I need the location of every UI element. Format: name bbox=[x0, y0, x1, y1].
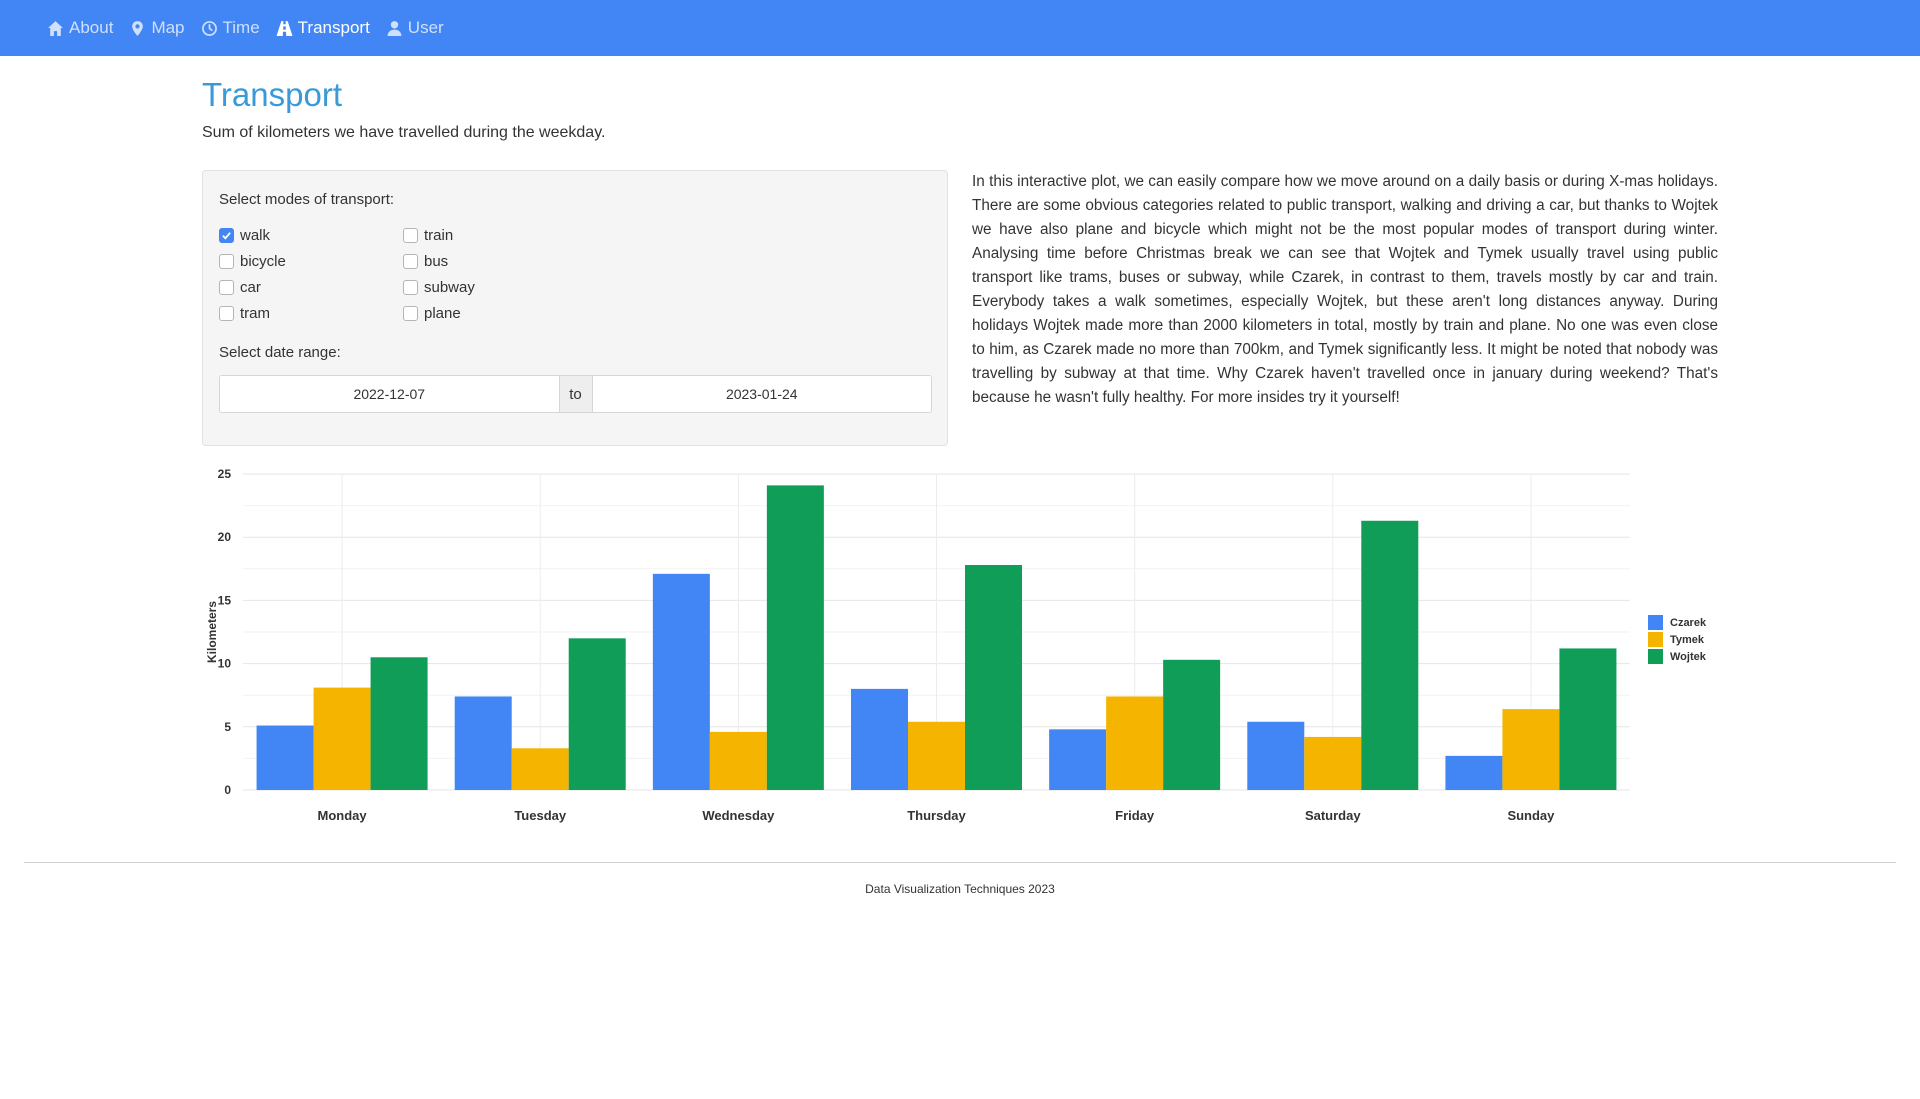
checkbox-bicycle-label: bicycle bbox=[240, 253, 286, 270]
checkbox-subway-box[interactable] bbox=[403, 280, 418, 295]
legend-swatch-tymek[interactable] bbox=[1648, 632, 1663, 647]
plot-description: In this interactive plot, we can easily … bbox=[972, 173, 1718, 406]
nav-transport[interactable]: Transport bbox=[276, 18, 370, 38]
bar-wojtek-sunday[interactable] bbox=[1559, 648, 1617, 790]
x-tick-label: Saturday bbox=[1305, 808, 1361, 823]
bar-czarek-saturday[interactable] bbox=[1247, 721, 1305, 790]
nav-about[interactable]: About bbox=[47, 18, 113, 38]
nav-map[interactable]: Map bbox=[129, 18, 185, 38]
x-tick-label: Thursday bbox=[907, 808, 966, 823]
bar-wojtek-thursday[interactable] bbox=[965, 565, 1022, 790]
legend-swatch-wojtek[interactable] bbox=[1648, 649, 1663, 664]
bar-wojtek-monday[interactable] bbox=[370, 657, 428, 790]
checkbox-bus-box[interactable] bbox=[403, 254, 418, 269]
y-tick-label: 15 bbox=[218, 593, 232, 607]
checkbox-subway-label: subway bbox=[424, 279, 475, 296]
bar-czarek-monday[interactable] bbox=[256, 725, 314, 790]
road-icon bbox=[276, 20, 293, 36]
checkbox-bus[interactable]: bus bbox=[403, 253, 448, 270]
nav-user[interactable]: User bbox=[386, 18, 444, 38]
checkmark-icon bbox=[222, 232, 231, 240]
date-from-input[interactable] bbox=[220, 376, 559, 412]
kilometers-bar-chart[interactable]: 0 5 10 15 20 25 Kilometers Monday Tuesday Wednesd… bbox=[190, 455, 1730, 835]
nav-time-label: Time bbox=[222, 18, 260, 37]
legend-label-tymek[interactable]: Tymek bbox=[1670, 634, 1705, 646]
bar-czarek-friday[interactable] bbox=[1049, 729, 1107, 790]
map-marker-icon bbox=[132, 20, 144, 36]
checkbox-walk-label: walk bbox=[240, 227, 271, 244]
nav-user-label: User bbox=[407, 18, 444, 37]
bar-tymek-wednesday[interactable] bbox=[709, 731, 767, 790]
checkbox-walk-box[interactable] bbox=[219, 228, 234, 243]
bar-czarek-sunday[interactable] bbox=[1445, 755, 1503, 790]
checkbox-plane-box[interactable] bbox=[403, 306, 418, 321]
page-title: Transport bbox=[202, 76, 342, 113]
checkbox-train-label: train bbox=[424, 227, 454, 244]
date-range-separator: to bbox=[558, 376, 593, 412]
footer-divider bbox=[24, 862, 1896, 863]
controls-panel: Select modes of transport: walk bicycle … bbox=[202, 170, 948, 446]
date-range-input: to bbox=[219, 375, 932, 413]
legend-label-wojtek[interactable]: Wojtek bbox=[1670, 651, 1707, 663]
bar-czarek-tuesday[interactable] bbox=[454, 696, 512, 790]
nav-time[interactable]: Time bbox=[201, 18, 260, 38]
checkbox-bicycle-box[interactable] bbox=[219, 254, 234, 269]
clock-icon bbox=[201, 20, 217, 36]
checkbox-tram-box[interactable] bbox=[219, 306, 234, 321]
bar-wojtek-wednesday[interactable] bbox=[766, 485, 824, 790]
checkbox-car-label: car bbox=[240, 279, 261, 296]
checkbox-tram-label: tram bbox=[240, 305, 270, 322]
checkbox-plane-label: plane bbox=[424, 305, 461, 322]
top-navbar: About Map Time Transport User bbox=[0, 0, 1920, 56]
bar-tymek-thursday[interactable] bbox=[908, 721, 965, 790]
home-icon bbox=[48, 20, 63, 36]
bar-wojtek-tuesday[interactable] bbox=[568, 638, 626, 790]
checkbox-train[interactable]: train bbox=[403, 227, 453, 244]
bar-tymek-friday[interactable] bbox=[1106, 696, 1164, 790]
checkbox-walk[interactable]: walk bbox=[219, 227, 270, 244]
bar-tymek-sunday[interactable] bbox=[1502, 709, 1560, 790]
x-tick-label: Tuesday bbox=[514, 808, 567, 823]
bar-czarek-thursday[interactable] bbox=[851, 688, 908, 790]
nav-map-label: Map bbox=[151, 18, 185, 37]
nav-transport-label: Transport bbox=[297, 18, 370, 37]
x-tick-label: Friday bbox=[1115, 808, 1155, 823]
footer-text: Data Visualization Techniques 2023 bbox=[865, 882, 1055, 896]
legend-swatch-czarek[interactable] bbox=[1648, 615, 1663, 630]
checkbox-bicycle[interactable]: bicycle bbox=[219, 253, 286, 270]
modes-label: Select modes of transport: bbox=[219, 191, 395, 208]
checkbox-plane[interactable]: plane bbox=[403, 305, 461, 322]
y-tick-label: 20 bbox=[218, 530, 232, 544]
user-icon bbox=[387, 20, 402, 36]
bar-wojtek-friday[interactable] bbox=[1163, 659, 1221, 790]
date-to-input[interactable] bbox=[592, 376, 931, 412]
legend-label-czarek[interactable]: Czarek bbox=[1670, 617, 1707, 629]
y-tick-label: 5 bbox=[224, 720, 231, 734]
bar-tymek-saturday[interactable] bbox=[1304, 736, 1362, 790]
checkbox-subway[interactable]: subway bbox=[403, 279, 475, 296]
page-subtitle: Sum of kilometers we have travelled duri… bbox=[202, 124, 606, 141]
x-tick-label: Sunday bbox=[1507, 808, 1555, 823]
y-axis-title: Kilometers bbox=[205, 601, 219, 663]
x-tick-label: Wednesday bbox=[702, 808, 775, 823]
checkbox-tram[interactable]: tram bbox=[219, 305, 270, 322]
bar-tymek-tuesday[interactable] bbox=[511, 748, 569, 790]
y-tick-label: 10 bbox=[218, 657, 232, 671]
checkbox-bus-label: bus bbox=[424, 253, 449, 270]
bar-czarek-wednesday[interactable] bbox=[652, 573, 710, 790]
date-range-label: Select date range: bbox=[219, 344, 341, 361]
nav-about-label: About bbox=[69, 18, 114, 37]
x-tick-label: Monday bbox=[318, 808, 368, 823]
checkbox-car-box[interactable] bbox=[219, 280, 234, 295]
bar-tymek-monday[interactable] bbox=[313, 687, 371, 790]
bar-wojtek-saturday[interactable] bbox=[1361, 520, 1419, 790]
y-tick-label: 25 bbox=[218, 467, 232, 481]
checkbox-car[interactable]: car bbox=[219, 279, 261, 296]
checkbox-train-box[interactable] bbox=[403, 228, 418, 243]
y-tick-label: 0 bbox=[224, 783, 231, 797]
